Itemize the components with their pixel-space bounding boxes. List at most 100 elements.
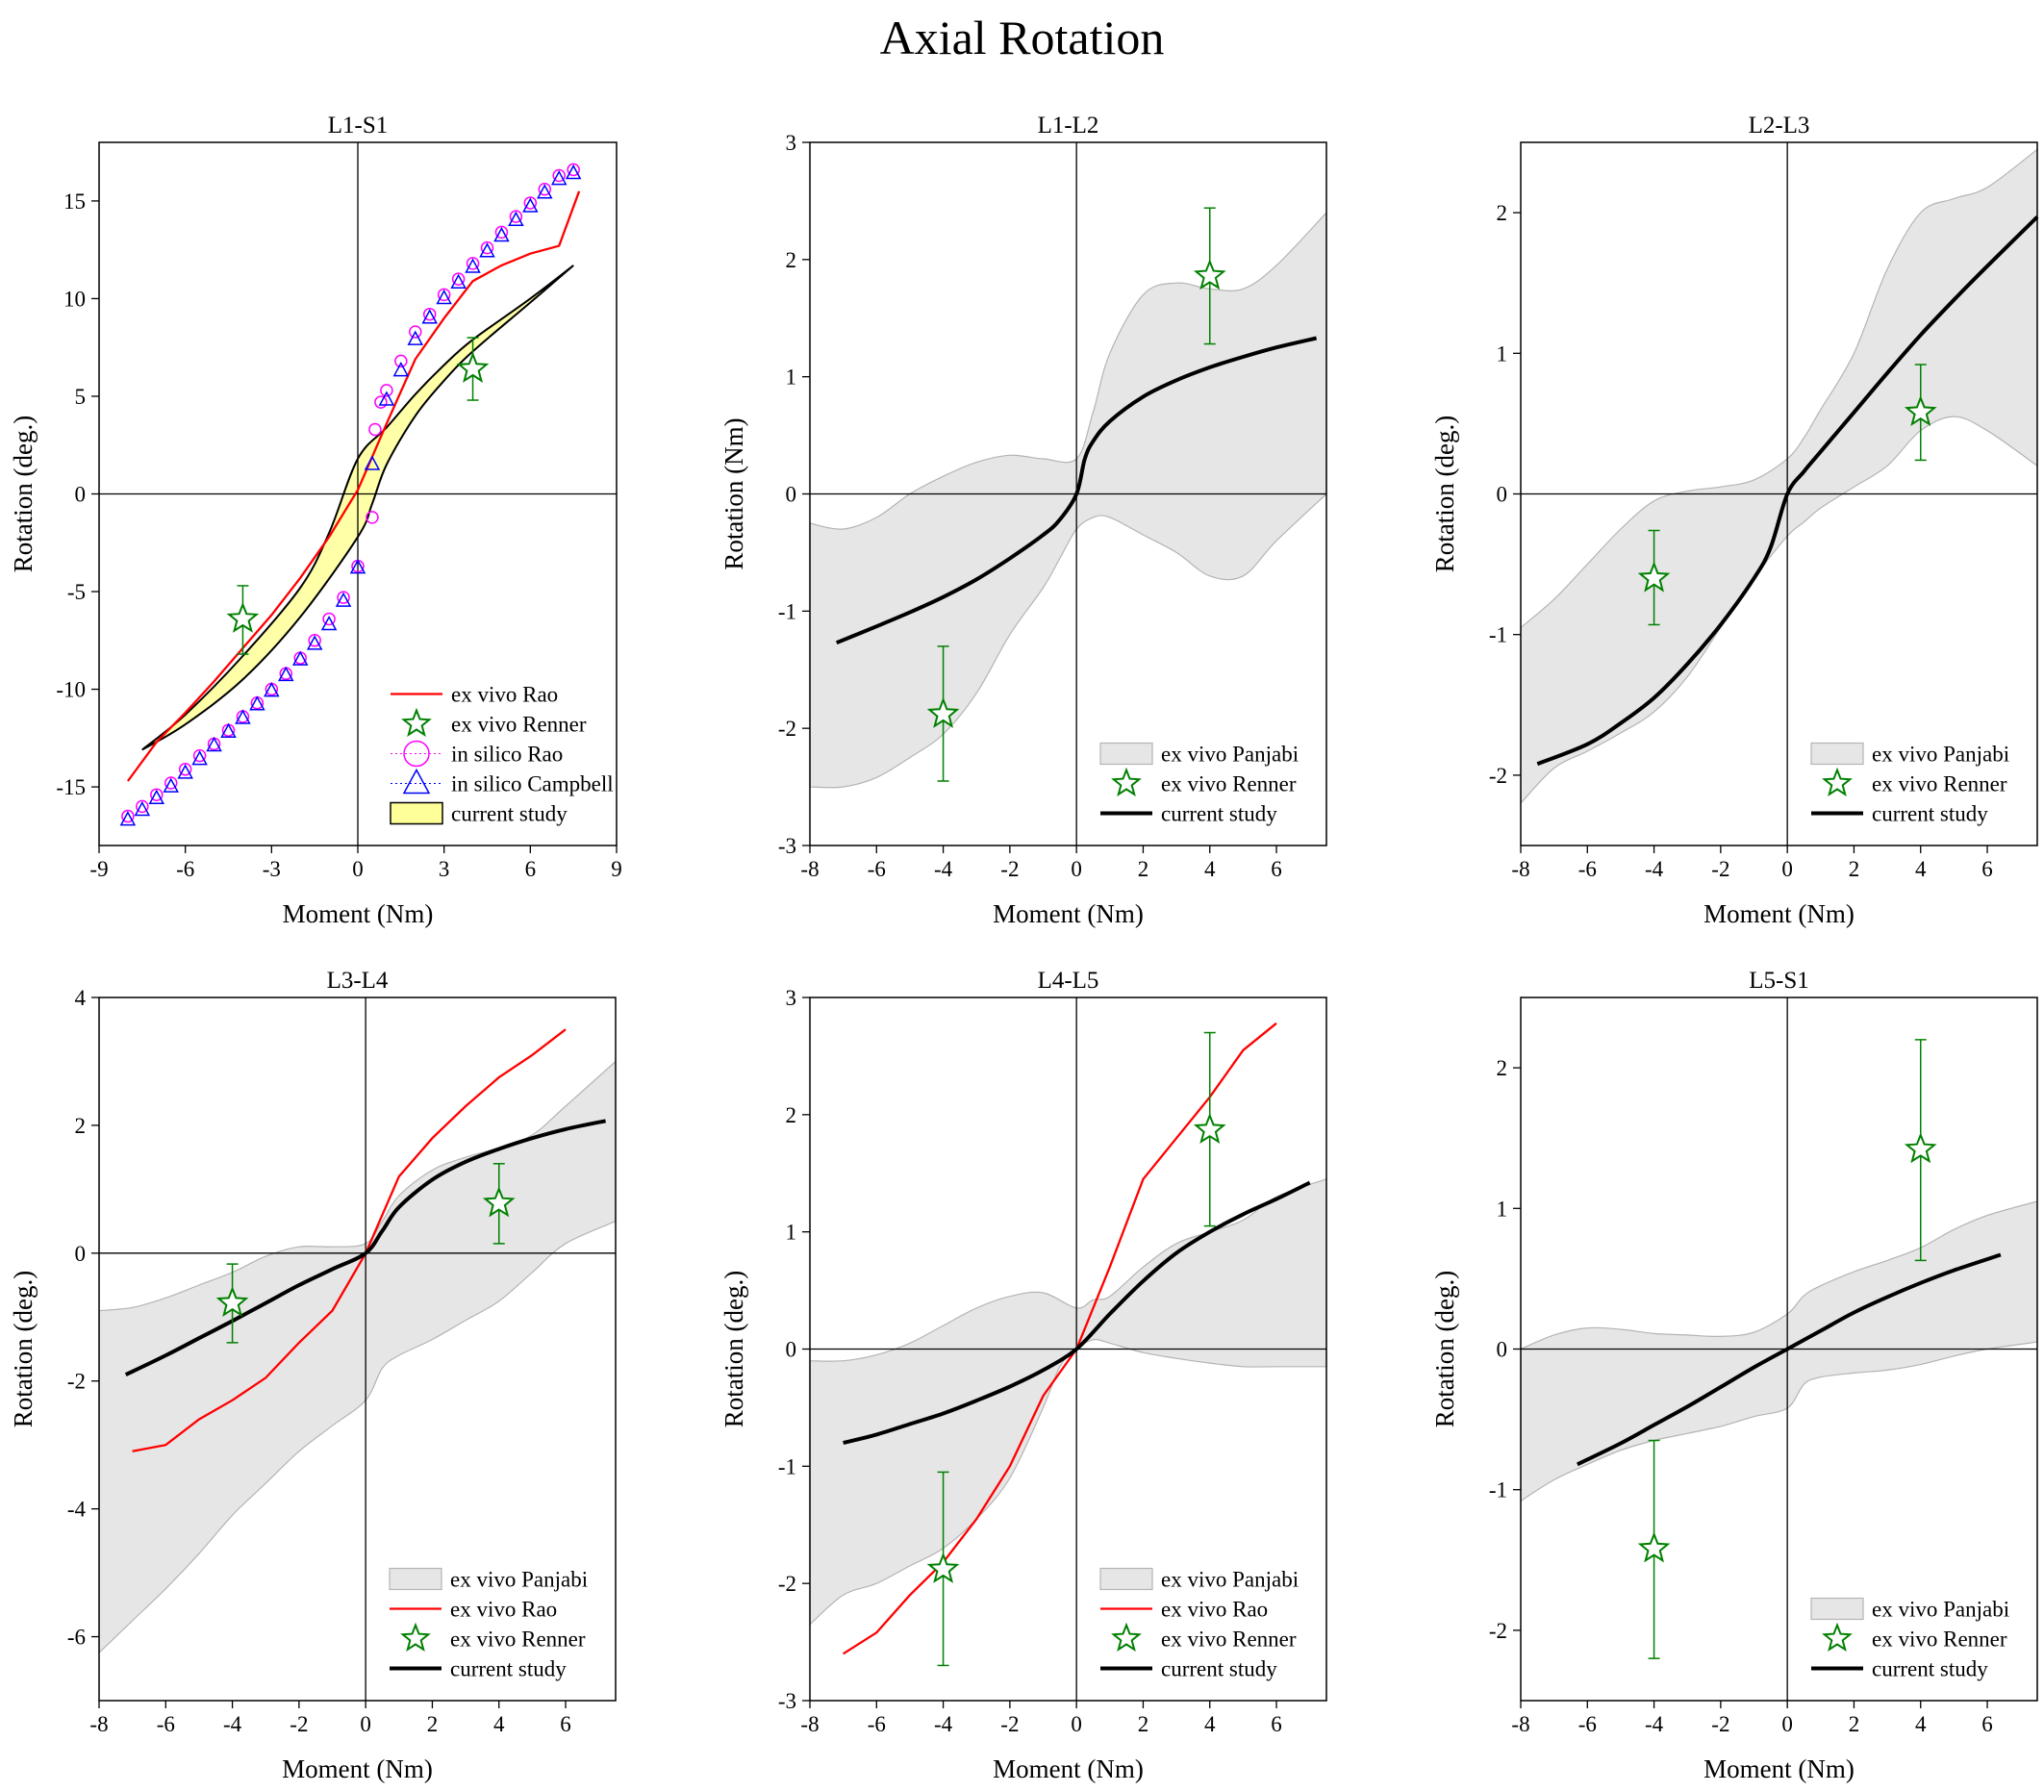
insilico-rao-point: [322, 612, 336, 626]
y-tick-label: -2: [1489, 1619, 1507, 1643]
x-tick-label: 4: [1204, 1712, 1216, 1736]
x-tick-label: 4: [493, 1712, 505, 1736]
y-tick-label: -15: [56, 775, 86, 799]
panel-title: L3-L4: [327, 968, 389, 994]
insilico-rao-point: [552, 168, 566, 183]
insilico-campbell-point: [522, 197, 539, 213]
insilico-rao-point: [480, 240, 494, 255]
y-tick-label: 1: [1497, 1197, 1508, 1221]
x-tick-label: -2: [1000, 857, 1019, 881]
y-tick-label: -6: [67, 1626, 86, 1650]
legend-label: ex vivo Renner: [1161, 772, 1297, 796]
insilico-rao-point: [150, 788, 164, 801]
renner-star: [1193, 259, 1226, 290]
legend-swatch-current: [390, 801, 443, 825]
x-tick-label: -6: [1578, 857, 1597, 881]
insilico-campbell-point: [349, 559, 366, 574]
x-tick-label: -9: [89, 857, 108, 881]
legend-label: ex vivo Rao: [450, 1598, 557, 1622]
insilico-rao-point: [236, 710, 250, 723]
x-tick-label: -2: [1711, 857, 1729, 881]
legend-label: current study: [451, 802, 568, 826]
legend-label: ex vivo Panjabi: [1161, 1568, 1299, 1592]
chart-panel: -8 -6 -4 -2 0 2 4 6 -2 -1 0 1 2 L5-S1 Moment (Nm) Rotat…: [1430, 968, 2038, 1783]
x-tick-label: 6: [525, 857, 537, 881]
insilico-campbell-point: [148, 789, 165, 805]
insilico-rao-point: [293, 651, 307, 665]
y-tick-label: 1: [786, 1221, 797, 1245]
legend-swatch-renner: [400, 1622, 431, 1653]
legend-label: ex vivo Renner: [1872, 1628, 2007, 1652]
insilico-campbell-point: [291, 650, 309, 666]
legend-label: in silico Rao: [451, 743, 563, 767]
legend-label: current study: [1161, 1657, 1277, 1681]
insilico-campbell-point: [191, 750, 208, 766]
panjabi-band: [809, 1177, 1327, 1627]
y-tick-label: 3: [786, 986, 797, 1010]
legend-swatch-renner: [1111, 767, 1142, 797]
insilico-rao-point: [337, 591, 350, 604]
y-tick-label: 10: [63, 287, 86, 311]
x-tick-label: 0: [1781, 1712, 1793, 1736]
x-tick-label: -2: [1711, 1712, 1729, 1736]
insilico-campbell-point: [278, 666, 294, 682]
insilico-rao-point: [466, 257, 480, 270]
insilico-campbell-point: [378, 391, 395, 406]
x-tick-label: -6: [157, 1712, 175, 1736]
y-tick-label: 2: [786, 248, 797, 272]
y-tick-label: -2: [778, 1572, 796, 1596]
insilico-rao-point: [567, 163, 580, 177]
x-tick-label: -2: [1000, 1712, 1019, 1736]
legend-swatch-renner: [1111, 1622, 1142, 1653]
insilico-campbell-point: [436, 289, 452, 305]
insilico-campbell-point: [392, 361, 410, 377]
y-tick-label: -5: [67, 580, 86, 604]
y-axis-label: Rotation (deg.): [719, 1271, 748, 1427]
renner-star: [456, 351, 490, 383]
x-tick-label: 3: [439, 857, 450, 881]
insilico-rao-point: [308, 634, 321, 647]
y-tick-label: -3: [778, 834, 796, 858]
insilico-rao-point: [409, 325, 422, 339]
x-tick-label: 6: [1271, 857, 1282, 881]
insilico-campbell-point: [177, 764, 193, 779]
panel-title: L1-L2: [1038, 113, 1099, 139]
renner-star: [1193, 1112, 1226, 1145]
x-tick-label: -4: [934, 857, 953, 881]
x-tick-label: 9: [611, 857, 622, 881]
legend-label: ex vivo Renner: [451, 713, 587, 737]
insilico-campbell-point: [220, 722, 237, 738]
insilico-campbell-point: [450, 273, 467, 289]
insilico-campbell-point: [134, 800, 151, 817]
legend-label: ex vivo Rao: [451, 683, 558, 707]
insilico-campbell-point: [235, 709, 251, 724]
x-axis-label: Moment (Nm): [282, 1754, 433, 1783]
legend-label: current study: [1161, 802, 1277, 826]
y-axis-label: Rotation (deg.): [9, 1271, 38, 1427]
x-tick-label: -4: [1645, 1712, 1664, 1736]
insilico-rao-point: [221, 723, 236, 737]
panel-title: L2-L3: [1749, 113, 1810, 139]
insilico-rao-point: [207, 737, 221, 751]
legend-swatch-panjabi: [1810, 742, 1864, 766]
insilico-rao-point: [136, 799, 149, 814]
insilico-rao-point: [523, 196, 538, 210]
current-study-line: [843, 1180, 1311, 1445]
x-tick-label: -6: [868, 857, 886, 881]
insilico-rao-point: [494, 225, 509, 240]
y-axis-label: Rotation (deg.): [9, 416, 38, 572]
x-axis-label: Moment (Nm): [993, 1754, 1144, 1783]
y-tick-label: -2: [1489, 764, 1507, 788]
rao-line: [842, 1022, 1277, 1655]
legend-swatch-renner: [1822, 767, 1853, 797]
x-tick-label: 0: [1071, 857, 1082, 881]
x-tick-label: 0: [1071, 1712, 1082, 1736]
legend-swatch-panjabi: [389, 1567, 442, 1591]
panjabi-band: [1520, 148, 2038, 805]
renner-star: [226, 601, 260, 633]
insilico-campbell-point: [493, 226, 510, 242]
insilico-rao-point: [192, 748, 207, 763]
legend-label: ex vivo Renner: [1872, 772, 2007, 796]
legend-label: ex vivo Rao: [1161, 1598, 1268, 1622]
